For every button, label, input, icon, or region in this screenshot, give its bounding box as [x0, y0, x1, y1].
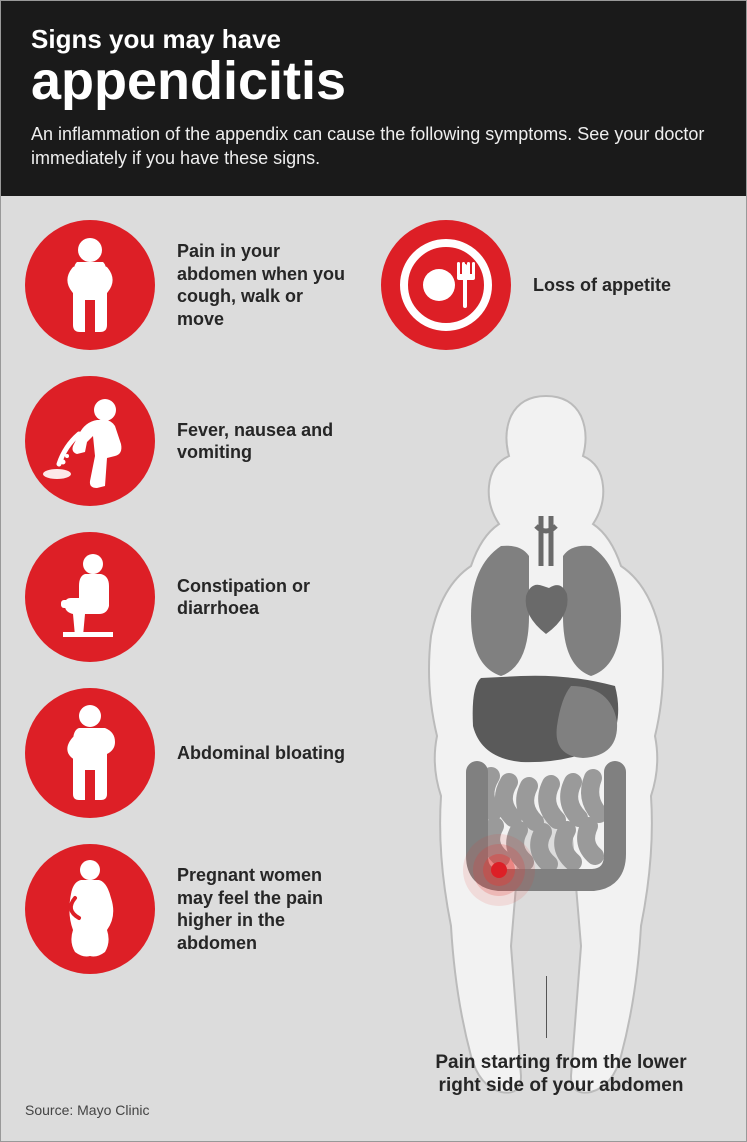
person-bloated-icon — [25, 688, 155, 818]
infographic-container: Signs you may have appendicitis An infla… — [0, 0, 747, 1142]
symptom-pain-move-label: Pain in your abdomen when you cough, wal… — [177, 240, 347, 330]
header-line2: appendicitis — [31, 54, 716, 108]
symptom-appetite: Loss of appetite — [381, 220, 671, 350]
header-line1: Signs you may have — [31, 25, 716, 54]
header: Signs you may have appendicitis An infla… — [1, 1, 746, 196]
body-label-connector — [546, 976, 547, 1038]
person-holding-stomach-icon — [25, 220, 155, 350]
symptom-fever-vomit-label: Fever, nausea and vomiting — [177, 419, 347, 464]
pregnant-woman-icon — [25, 844, 155, 974]
plate-utensils-icon — [381, 220, 511, 350]
source-text: Source: Mayo Clinic — [25, 1102, 150, 1118]
header-description: An inflammation of the appendix can caus… — [31, 122, 716, 171]
symptom-appetite-label: Loss of appetite — [533, 274, 671, 297]
person-toilet-icon — [25, 532, 155, 662]
content-area: Loss of appetite Pain in your abdomen wh… — [1, 196, 746, 1128]
symptom-pregnant-label: Pregnant women may feel the pain higher … — [177, 864, 347, 954]
body-pain-label: Pain starting from the lower right side … — [431, 1051, 691, 1099]
symptom-bloating-label: Abdominal bloating — [177, 742, 345, 765]
person-vomiting-icon — [25, 376, 155, 506]
symptom-constipation-label: Constipation or diarrhoea — [177, 575, 347, 620]
